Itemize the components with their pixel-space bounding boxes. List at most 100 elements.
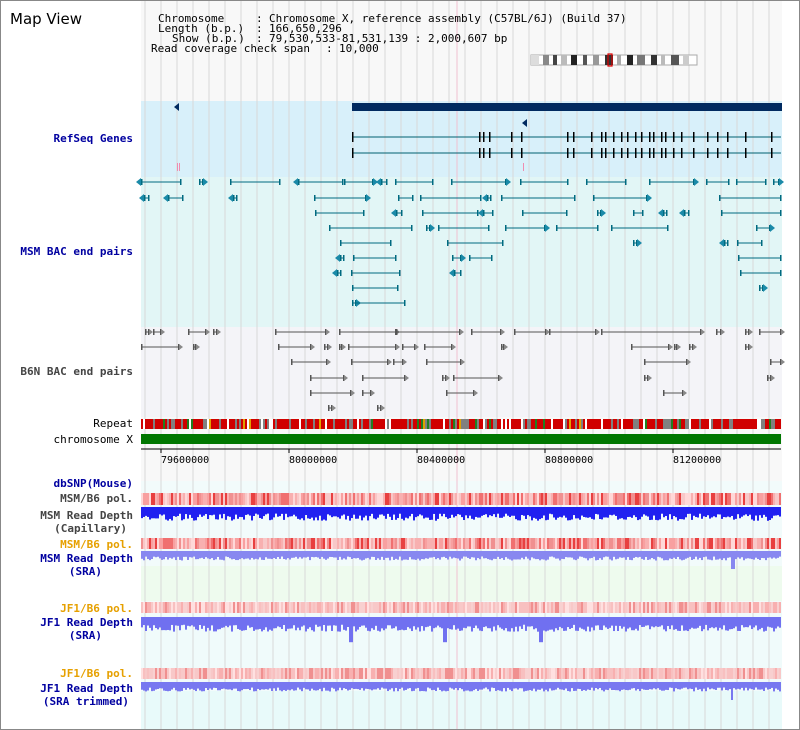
polymorphism-block: [333, 538, 335, 549]
read-depth-bar: [779, 617, 781, 628]
repeat-block: [363, 419, 365, 429]
read-depth-bar: [303, 551, 305, 558]
polymorphism-block: [759, 602, 761, 613]
read-depth-bar: [433, 682, 435, 690]
read-depth-bar: [449, 682, 451, 688]
read-depth-bar: [291, 551, 293, 558]
polymorphism-block: [471, 668, 473, 679]
bac-end: [363, 210, 365, 216]
polymorphism-block: [313, 538, 315, 549]
b6n-end: [395, 329, 397, 335]
polymorphism-block: [559, 493, 561, 505]
read-depth-bar: [675, 617, 677, 630]
repeat-block: [409, 419, 411, 429]
read-depth-bar: [733, 617, 735, 629]
polymorphism-block: [359, 493, 361, 505]
read-depth-bar: [743, 551, 745, 561]
polymorphism-block: [373, 602, 375, 613]
polymorphism-block: [767, 538, 769, 549]
read-depth-bar: [231, 507, 233, 521]
polymorphism-block: [153, 493, 155, 505]
read-depth-bar: [753, 551, 755, 560]
polymorphism-block: [423, 668, 425, 679]
polymorphism-block: [713, 602, 715, 613]
track-label-dbsnp[interactable]: dbSNP(Mouse): [53, 477, 133, 490]
repeat-block: [643, 419, 645, 429]
read-depth-bar: [285, 617, 287, 632]
read-depth-bar: [381, 507, 383, 515]
polymorphism-block: [145, 538, 147, 549]
exon: [717, 148, 719, 158]
read-depth-bar: [535, 617, 537, 629]
read-depth-bar: [495, 682, 497, 691]
read-depth-bar: [427, 551, 429, 559]
exon: [567, 132, 569, 142]
read-depth-bar: [727, 507, 729, 517]
read-depth-bar: [147, 617, 149, 626]
read-depth-bar: [639, 617, 641, 626]
read-depth-bar: [359, 507, 361, 516]
polymorphism-block: [633, 668, 635, 679]
read-depth-bar: [433, 617, 435, 629]
polymorphism-block: [633, 493, 635, 505]
polymorphism-block: [441, 493, 443, 505]
polymorphism-block: [705, 538, 707, 549]
read-depth-bar: [155, 551, 157, 558]
read-depth-bar: [751, 682, 753, 690]
polymorphism-block: [205, 668, 207, 679]
read-depth-bar: [435, 682, 437, 692]
read-depth-bar: [605, 507, 607, 518]
repeat-block: [515, 419, 517, 429]
read-depth-bar: [181, 507, 183, 521]
bac-end: [447, 240, 449, 246]
polymorphism-block: [157, 668, 159, 679]
read-depth-bar: [673, 551, 675, 558]
polymorphism-block: [385, 538, 387, 549]
read-depth-bar: [147, 551, 149, 560]
repeat-block: [299, 419, 301, 429]
polymorphism-block: [545, 602, 547, 613]
read-depth-bar: [495, 617, 497, 631]
exon: [693, 132, 695, 142]
read-depth-bar: [525, 617, 527, 631]
read-depth-bar: [171, 507, 173, 521]
read-depth-bar: [745, 507, 747, 515]
polymorphism-block: [253, 602, 255, 613]
read-depth-bar: [249, 617, 251, 628]
polymorphism-block: [263, 538, 265, 549]
polymorphism-block: [645, 668, 647, 679]
polymorphism-block: [155, 493, 157, 505]
read-depth-bar: [305, 617, 307, 632]
polymorphism-block: [661, 668, 663, 679]
read-depth-bar: [469, 551, 471, 559]
polymorphism-block: [397, 668, 399, 679]
bac-end: [469, 255, 471, 261]
polymorphism-block: [257, 602, 259, 613]
polymorphism-block: [557, 493, 559, 505]
read-depth-bar: [517, 617, 519, 632]
polymorphism-block: [423, 538, 425, 549]
polymorphism-block: [151, 493, 153, 505]
read-depth-bar: [625, 682, 627, 691]
track-label-b6n-bac[interactable]: B6N BAC end pairs: [20, 365, 133, 378]
polymorphism-block: [719, 538, 721, 549]
read-depth-bar: [435, 551, 437, 560]
polymorphism-block: [367, 668, 369, 679]
read-depth-bar: [661, 507, 663, 514]
read-depth-bar: [275, 682, 277, 691]
read-depth-bar: [543, 551, 545, 560]
polymorphism-block: [749, 668, 751, 679]
polymorphism-block: [233, 493, 235, 505]
repeat-block: [779, 419, 781, 429]
read-depth-bar: [527, 617, 529, 627]
bac-arrow: [332, 269, 337, 277]
polymorphism-block: [637, 493, 639, 505]
bac-arrow: [763, 284, 768, 292]
track-label-msm-bac[interactable]: MSM BAC end pairs: [20, 245, 133, 258]
read-depth-bar: [159, 617, 161, 628]
read-depth-bar: [569, 617, 571, 629]
read-depth-bar: [347, 507, 349, 516]
read-depth-bar: [195, 507, 197, 521]
track-label-refseq-genes[interactable]: RefSeq Genes: [53, 132, 133, 145]
read-depth-bar: [613, 682, 615, 690]
